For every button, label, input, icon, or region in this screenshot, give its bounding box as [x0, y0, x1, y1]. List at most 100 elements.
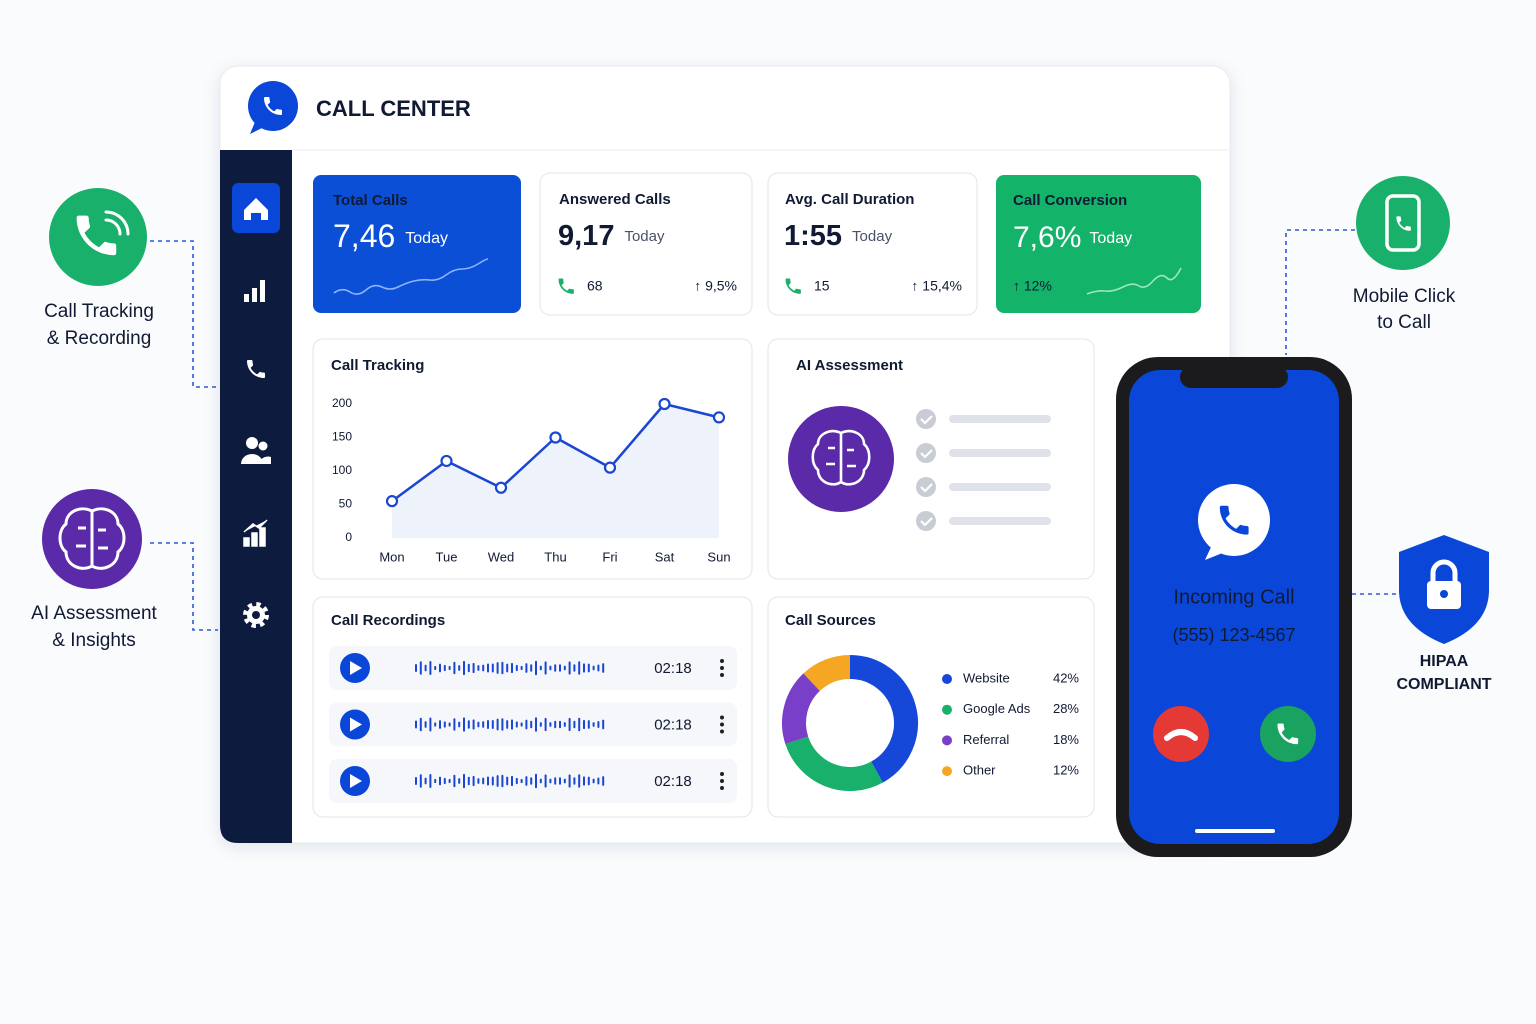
- waveform-bar: [482, 664, 485, 672]
- sidebar: [220, 150, 292, 843]
- app-title: CALL CENTER: [316, 96, 471, 121]
- waveform-bar: [578, 717, 581, 732]
- user-head: [258, 441, 268, 451]
- phone-notch: [1180, 366, 1288, 388]
- waveform-bar: [573, 664, 576, 672]
- waveform-bar: [539, 722, 542, 727]
- placeholder-line: [949, 449, 1051, 457]
- waveform-bar: [515, 721, 518, 728]
- waveform-bar: [549, 722, 552, 727]
- check-icon: [916, 477, 936, 497]
- check-mark: [920, 449, 933, 459]
- accept-button[interactable]: [1260, 706, 1316, 762]
- caller-number: (555) 123-4567: [1172, 625, 1295, 645]
- waveform-bar: [482, 777, 485, 785]
- waveform-bar: [544, 717, 547, 732]
- connector: [1285, 229, 1355, 355]
- waveform-bar: [539, 665, 542, 671]
- waveform-bar: [539, 778, 542, 784]
- point: [658, 397, 671, 411]
- waveform-bar: [467, 663, 470, 673]
- feature-label: COMPLIANT: [1396, 676, 1491, 693]
- waveform-bar: [578, 774, 581, 788]
- stat-title: Call Conversion: [1013, 192, 1127, 209]
- logo: [248, 81, 298, 131]
- y-tick-label: 150: [332, 430, 352, 444]
- brain-glyph: [811, 429, 871, 486]
- waveform-bar: [477, 665, 480, 671]
- waveform-bar: [501, 661, 504, 675]
- waveform-bar: [491, 719, 494, 730]
- waveform-bar: [429, 773, 432, 789]
- stat-value: 9,17: [558, 220, 614, 252]
- waveform-bar: [487, 776, 489, 786]
- waveform-bar: [549, 778, 552, 784]
- stat-period: Today: [1089, 230, 1132, 247]
- waveform-bar: [506, 776, 509, 786]
- nav-reports[interactable]: [243, 519, 268, 547]
- feature-icon: [1356, 176, 1450, 270]
- check-mark: [920, 483, 933, 493]
- panel-title: Call Sources: [785, 612, 876, 629]
- waveform-bar: [434, 665, 437, 671]
- legend-label: Google Ads: [963, 701, 1031, 716]
- stat-card: [313, 175, 521, 313]
- menu-dot: [720, 722, 724, 727]
- stat-value: 7,6%: [1013, 221, 1081, 254]
- stat-count: 15: [814, 278, 830, 294]
- feature-label: AI Assessment: [31, 603, 157, 624]
- y-tick-label: 100: [332, 463, 352, 477]
- recording-row: [329, 646, 737, 690]
- waveform-bar: [463, 660, 465, 676]
- point: [440, 454, 453, 468]
- checklist: [916, 409, 1051, 531]
- brain-glyph: [58, 507, 126, 570]
- x-tick-label: Tue: [436, 549, 458, 564]
- panel-title: Call Recordings: [331, 612, 445, 629]
- waveform-bar: [453, 774, 456, 788]
- waveform-bar: [568, 717, 571, 732]
- stat-period: Today: [624, 228, 665, 245]
- legend-dot: [942, 704, 952, 715]
- x-tick-label: Sat: [655, 549, 675, 564]
- waveform-bar: [515, 664, 518, 672]
- legend-value: 28%: [1053, 701, 1079, 716]
- waveform-bar: [544, 774, 547, 788]
- check-icon: [916, 409, 936, 429]
- waveform-bar: [424, 664, 427, 672]
- panel: [767, 596, 1095, 818]
- waveform-bar: [439, 776, 441, 786]
- waveform-bar: [424, 721, 427, 728]
- waveform-bar: [496, 662, 499, 674]
- waveform-bar: [511, 775, 513, 787]
- y-tick-label: 50: [339, 497, 353, 511]
- stat-card: [996, 175, 1201, 313]
- waveform-bar: [597, 777, 600, 785]
- waveform-bar: [496, 718, 499, 731]
- home-glyph: [244, 198, 268, 220]
- waveform-bar: [554, 777, 557, 785]
- nav-settings[interactable]: [243, 602, 269, 628]
- play-glyph: [350, 717, 362, 732]
- waveform-bar: [424, 777, 427, 785]
- stat-value-line: 7,6% Today: [1013, 221, 1132, 254]
- waveform-bar: [415, 664, 417, 672]
- nav-users[interactable]: [241, 437, 271, 464]
- y-tick-label: 0: [345, 530, 352, 544]
- user-head: [246, 437, 258, 449]
- waveform-bar: [458, 721, 461, 728]
- waveform-bar: [535, 773, 537, 789]
- waveform-bar: [592, 722, 595, 727]
- gear-teeth: [243, 602, 269, 628]
- x-tick-label: Fri: [602, 549, 617, 564]
- waveform-bar: [544, 661, 547, 675]
- menu-dot: [720, 666, 724, 670]
- user-body: [241, 454, 263, 464]
- donut-segment: [803, 655, 851, 692]
- mobile-glyph: [1385, 194, 1421, 252]
- nav-stats[interactable]: [244, 280, 265, 302]
- waveform-bar: [602, 663, 605, 673]
- point: [549, 431, 562, 444]
